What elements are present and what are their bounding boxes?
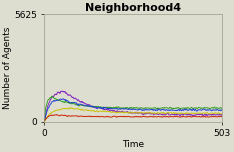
X-axis label: Time: Time [122, 140, 144, 149]
Y-axis label: Number of Agents: Number of Agents [4, 27, 12, 109]
Title: Neighborhood4: Neighborhood4 [85, 3, 181, 14]
